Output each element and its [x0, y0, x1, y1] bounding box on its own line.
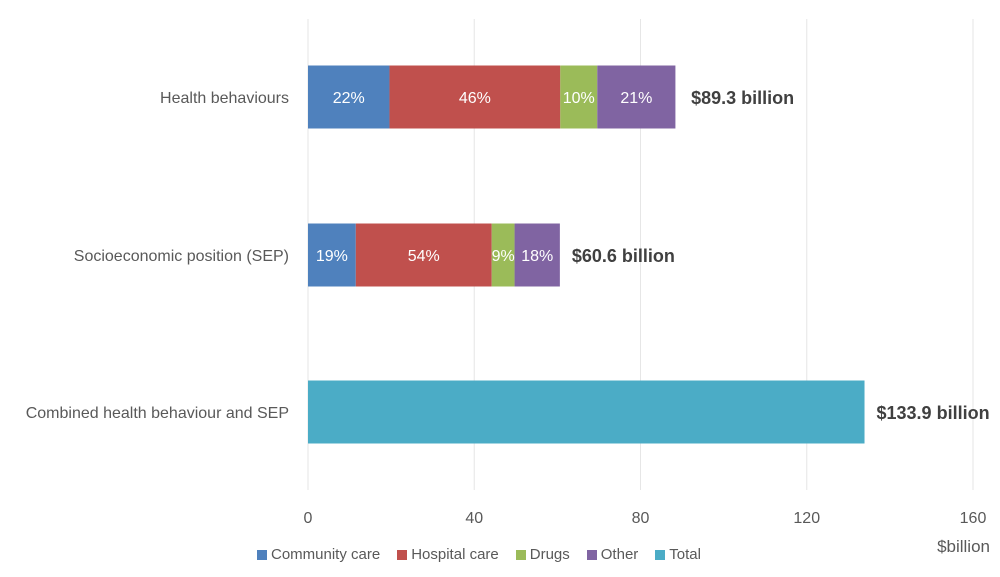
total-data-label: $60.6 billion [572, 246, 675, 266]
category-label: Socioeconomic position (SEP) [74, 248, 289, 265]
x-tick-label: 0 [304, 510, 313, 527]
legend-label: Other [600, 546, 639, 563]
segment-data-label: 10% [563, 90, 595, 107]
legend-item: Drugs [515, 546, 570, 563]
legend-swatch [257, 549, 267, 560]
legend-item: Other [586, 546, 639, 563]
category-labels: Health behaviours Socioeconomic position … [26, 90, 289, 422]
x-axis-title: $billion [937, 537, 990, 556]
bar-segment-hospital-care [389, 65, 561, 129]
legend-item: Total [655, 546, 701, 563]
x-tick-label: 120 [793, 510, 820, 527]
x-tick-label: 80 [632, 510, 650, 527]
segment-data-label: 18% [521, 248, 553, 265]
segment-data-label: 54% [408, 248, 440, 265]
segment-data-label: 19% [316, 248, 348, 265]
segment-data-label: 46% [459, 90, 491, 107]
bar-segment-total [308, 380, 865, 444]
total-data-label: $89.3 billion [691, 88, 794, 108]
bar-segment-community-care [308, 65, 390, 129]
legend-label: Hospital care [411, 546, 499, 563]
segment-data-label: 22% [333, 90, 365, 107]
bar-segment-other [597, 65, 676, 129]
legend-swatch [655, 549, 666, 560]
bar-segment-other [514, 223, 560, 287]
x-tick-label: 160 [960, 510, 987, 527]
legend-swatch [586, 549, 597, 560]
legend-label: Total [669, 546, 701, 563]
legend-item: Community care [257, 546, 380, 563]
x-tick-label: 40 [465, 510, 483, 527]
x-tick-labels: 0 40 80 120 160 [304, 510, 987, 527]
segment-data-label: 9% [492, 248, 515, 265]
legend-item: Hospital care [397, 546, 499, 563]
bar-segment-community-care [308, 223, 356, 287]
segment-data-label: 21% [620, 90, 652, 107]
bar-segment-drugs [491, 223, 515, 287]
category-label: Combined health behaviour and SEP [26, 405, 289, 422]
bar-segment-drugs [560, 65, 598, 129]
legend-label: Drugs [529, 546, 570, 563]
bars: 22% 46% 10% 21% $89.3 billion 19% 54% 9% 18% $60.… [308, 65, 990, 444]
legend: Community care Hospital care Drugs Other Tot… [0, 546, 1000, 563]
category-label: Health behaviours [160, 90, 289, 107]
total-data-label: $133.9 billion [877, 403, 990, 423]
legend-label: Community care [271, 546, 381, 563]
legend-swatch [397, 549, 408, 560]
bar-segment-hospital-care [355, 223, 492, 287]
legend-swatch [515, 549, 526, 560]
